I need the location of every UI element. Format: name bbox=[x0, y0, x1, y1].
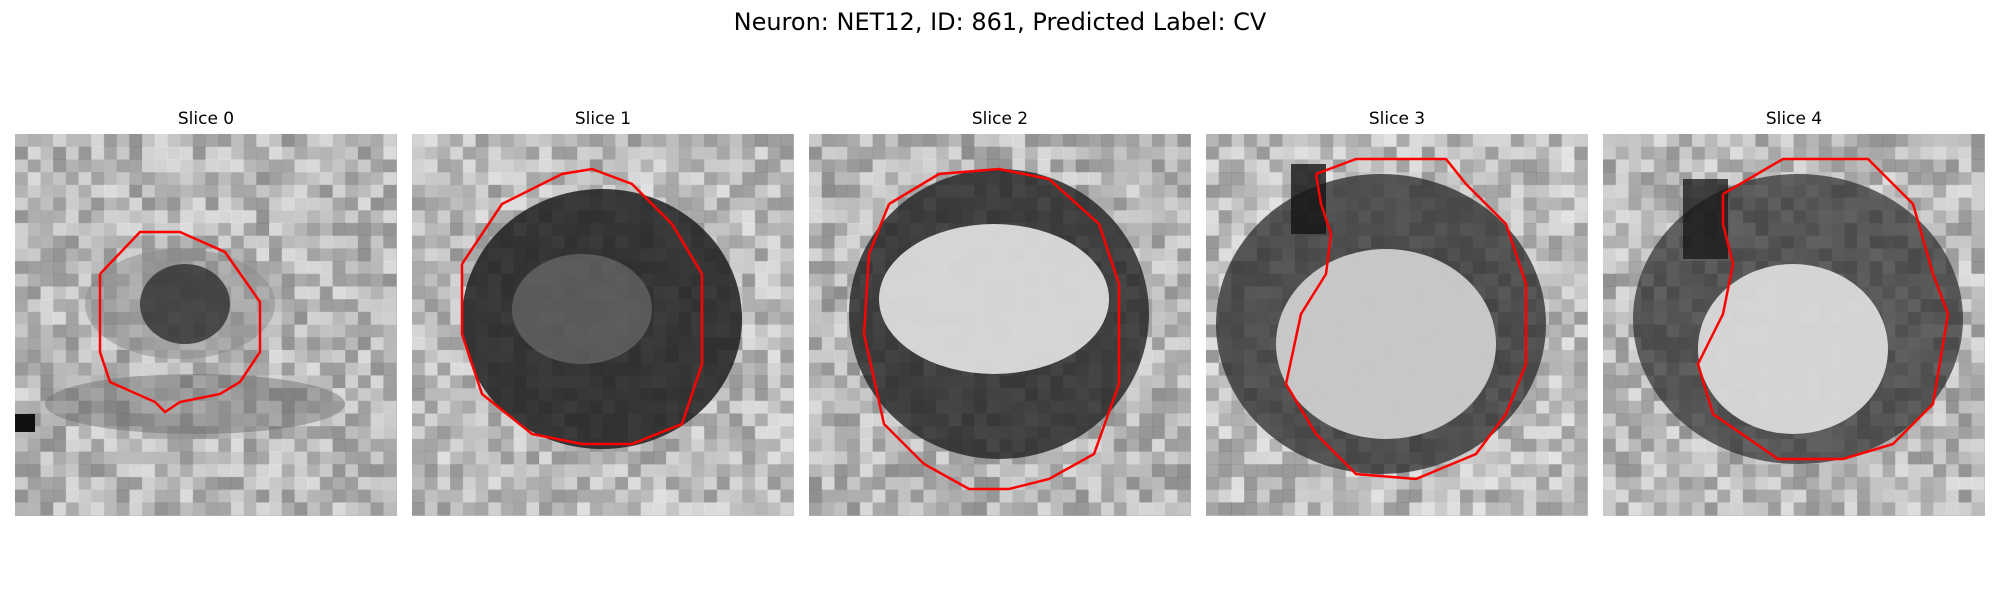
slice-panel-1: Slice 1 bbox=[412, 108, 794, 516]
slice-panel-4: Slice 4 bbox=[1603, 108, 1985, 516]
tissue-shading bbox=[849, 169, 1149, 459]
tissue-shading bbox=[1633, 174, 1963, 464]
tissue-shading bbox=[1216, 164, 1546, 474]
slice-panel-3: Slice 3 bbox=[1206, 108, 1588, 516]
contour-outline bbox=[862, 167, 1121, 491]
contour-outline bbox=[1696, 157, 1950, 461]
slice-panel-2: Slice 2 bbox=[809, 108, 1191, 516]
slice-title-2: Slice 2 bbox=[971, 109, 1029, 129]
tissue-shading bbox=[462, 189, 742, 449]
slice-panel-0: Slice 0 bbox=[15, 108, 397, 516]
figure-title: Neuron: NET12, ID: 861, Predicted Label:… bbox=[733, 8, 1267, 36]
tissue-shading bbox=[15, 249, 345, 434]
slice-title-3: Slice 3 bbox=[1368, 109, 1426, 129]
slice-image-3 bbox=[1206, 134, 1588, 516]
slice-title-4: Slice 4 bbox=[1765, 109, 1823, 129]
slice-image-4 bbox=[1603, 134, 1985, 516]
slice-image-0 bbox=[15, 134, 397, 516]
contour-outline bbox=[98, 230, 262, 414]
slice-image-1 bbox=[412, 134, 794, 516]
slice-title-0: Slice 0 bbox=[177, 109, 235, 129]
contour-outline bbox=[1284, 157, 1528, 481]
slice-title-1: Slice 1 bbox=[574, 109, 632, 129]
pixel-texture bbox=[15, 134, 397, 516]
contour-outline bbox=[460, 167, 704, 446]
slice-image-2 bbox=[809, 134, 1191, 516]
